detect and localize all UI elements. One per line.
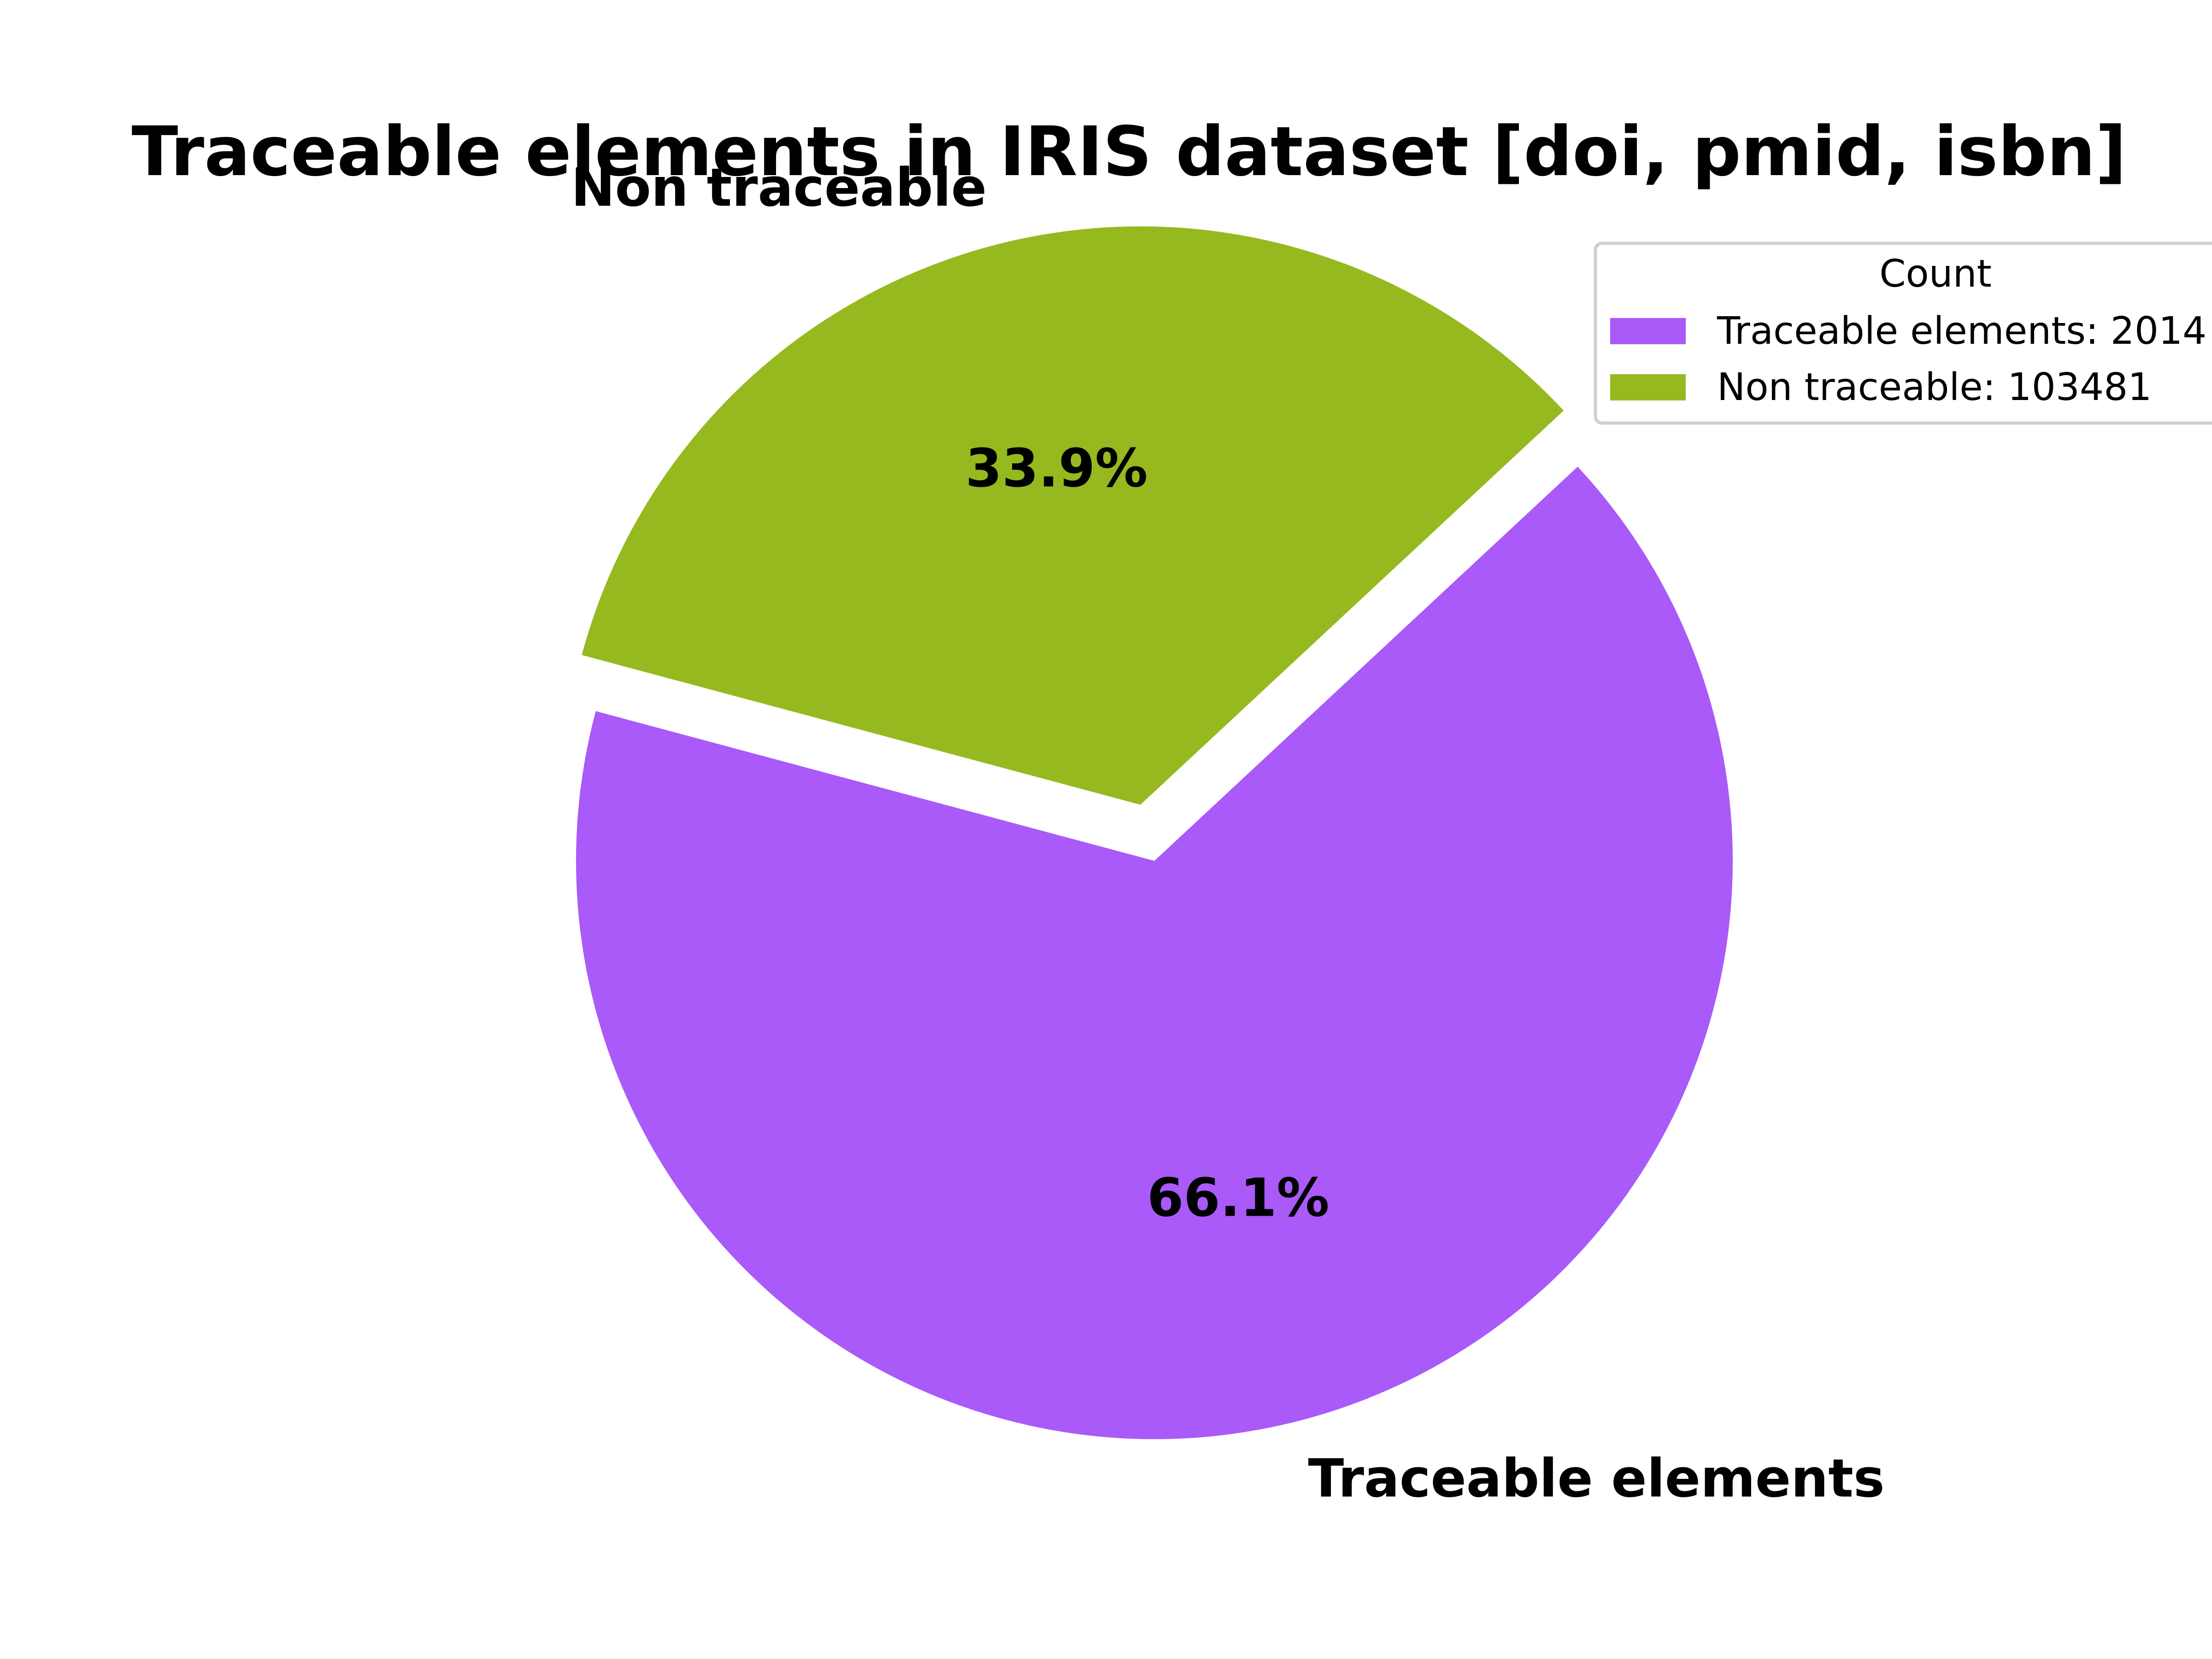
pie-outer-label-traceable-elements: Traceable elements	[1308, 1448, 1885, 1509]
pie-slice-non-traceable	[582, 226, 1564, 805]
chart-title: Traceable elements in IRIS dataset [doi,…	[132, 112, 2127, 191]
legend-title: Count	[1879, 252, 1992, 296]
legend-frame	[1594, 241, 2212, 425]
pie-labels: 66.1% Traceable elements 33.9% Non traceabl…	[571, 157, 1885, 1509]
legend: Count Traceable elements: 2014 Non trace…	[1594, 241, 2212, 425]
legend-entry-non-traceable: Non traceable: 103481	[1717, 365, 2152, 409]
pie-slices	[576, 226, 1733, 1439]
legend-swatch-traceable	[1610, 318, 1686, 344]
legend-entry-traceable: Traceable elements: 2014	[1717, 309, 2206, 353]
legend-swatch-non-traceable	[1610, 374, 1686, 400]
pie-slice-traceable-elements	[576, 466, 1733, 1439]
pie-percent-label-traceable-elements: 66.1%	[1147, 1167, 1330, 1229]
pie-percent-label-non-traceable: 33.9%	[965, 438, 1148, 499]
pie-outer-label-non-traceable: Non traceable	[571, 157, 987, 218]
